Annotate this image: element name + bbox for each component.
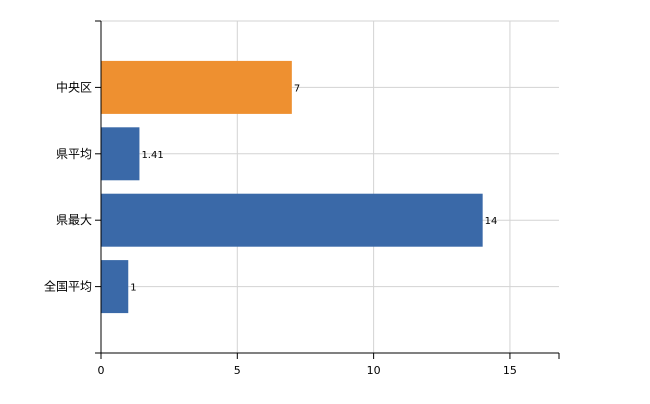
value-label-1: 1.41 [141, 150, 163, 161]
category-label-3: 全国平均 [44, 279, 92, 294]
x-tick-label-3: 15 [503, 364, 517, 377]
value-label-2: 14 [485, 216, 498, 227]
label-layer: 7 中央区 1.41 県平均 14 県最大 1 全国平均 0 5 10 15 [44, 79, 517, 377]
value-label-3: 1 [130, 283, 136, 294]
category-label-2: 県最大 [56, 213, 92, 227]
x-tick-label-2: 10 [367, 364, 381, 377]
value-label-0: 7 [294, 83, 300, 94]
bar-1 [101, 127, 140, 181]
category-label-1: 県平均 [56, 147, 92, 161]
category-label-0: 中央区 [56, 79, 92, 94]
x-tick-label-1: 5 [234, 364, 241, 377]
bar-3 [101, 260, 129, 314]
axis-layer [95, 20, 560, 359]
x-tick-label-0: 0 [98, 364, 105, 377]
bar-2 [101, 193, 483, 247]
bar-0 [101, 60, 292, 114]
bar-layer [101, 60, 483, 314]
